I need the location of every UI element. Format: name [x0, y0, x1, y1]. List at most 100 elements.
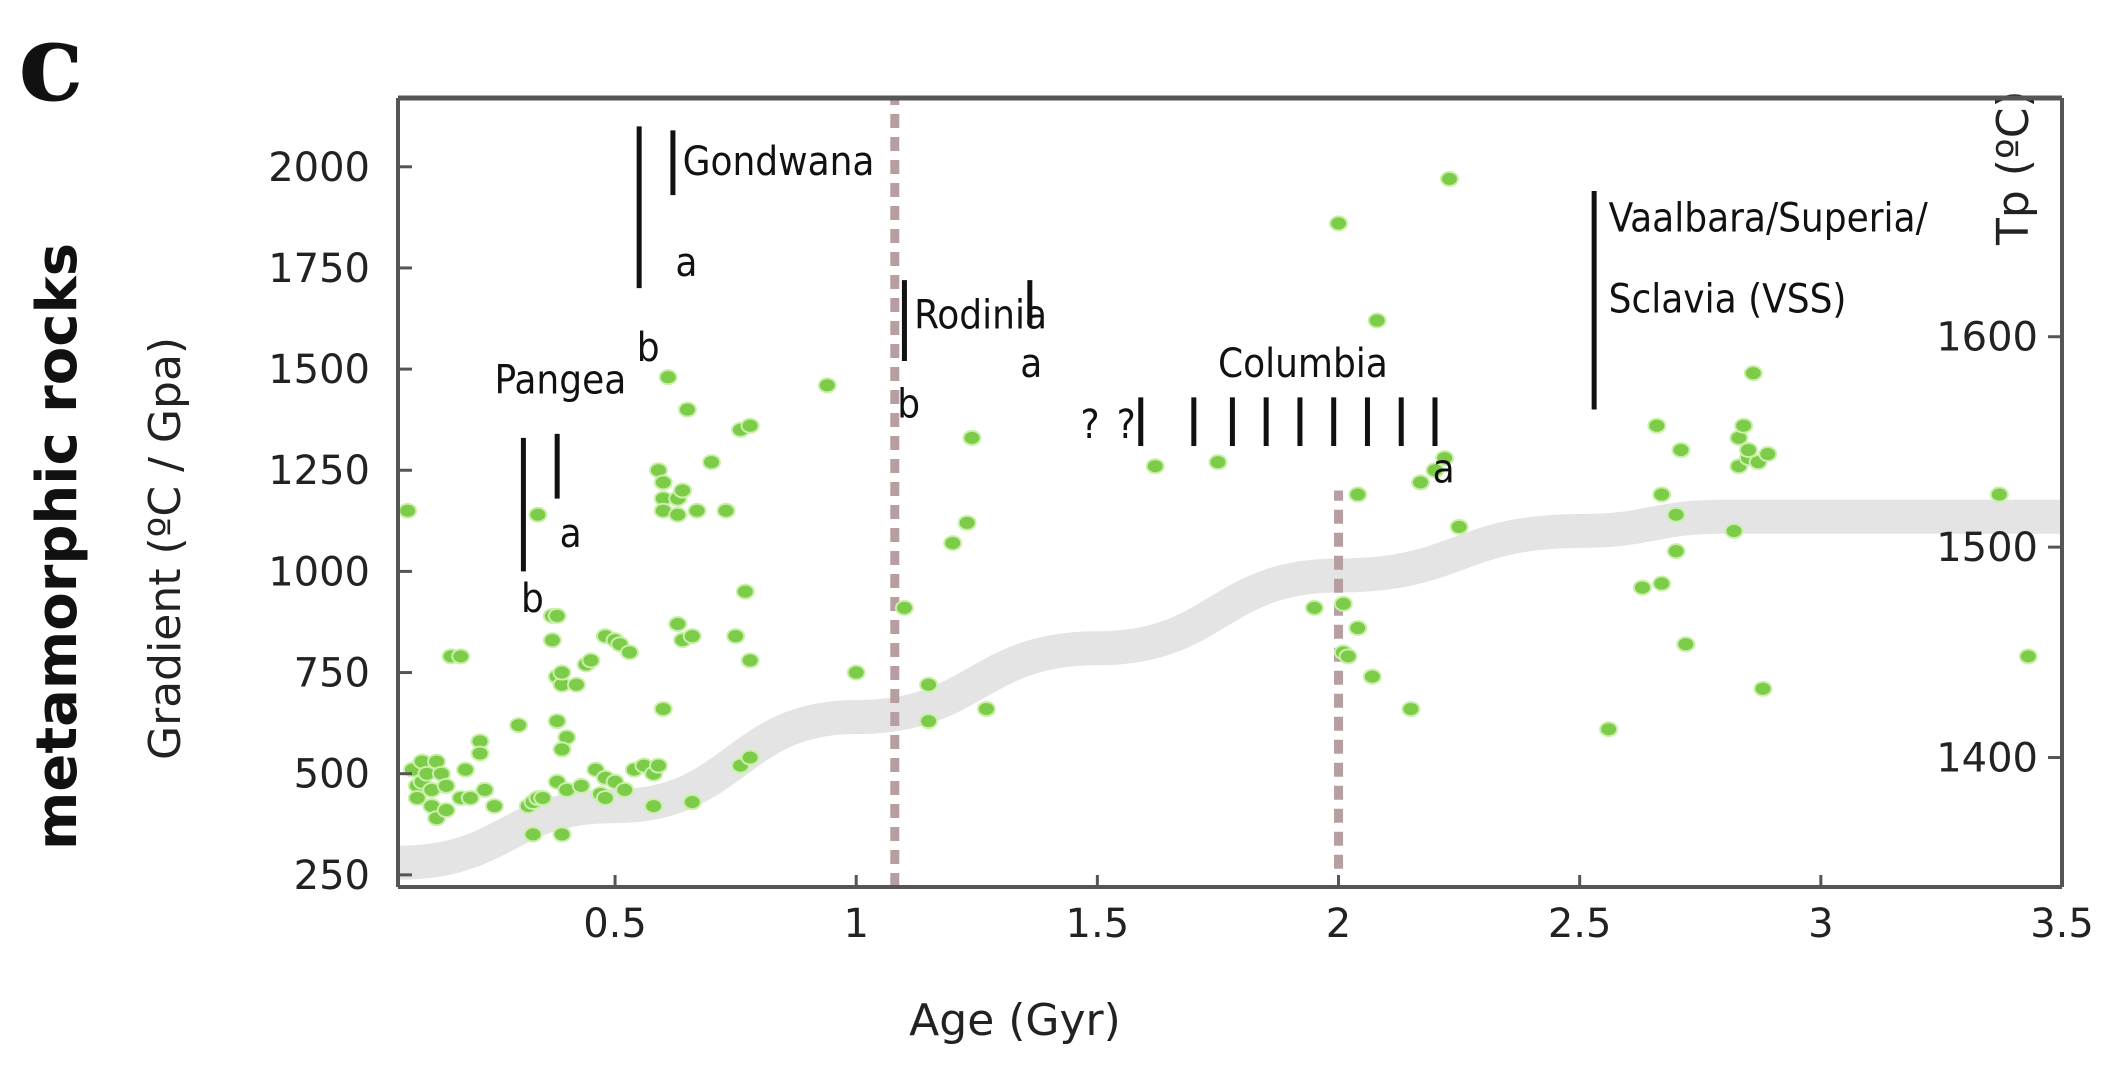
data-point — [1449, 518, 1469, 535]
data-point — [644, 798, 664, 815]
annotation-label: Vaalbara/Superia/ — [1609, 196, 1929, 242]
data-point — [653, 700, 673, 717]
dashed-lines-layer — [890, 98, 1344, 887]
data-point — [528, 506, 548, 523]
data-point — [1599, 721, 1619, 738]
data-point — [547, 607, 567, 624]
y-tick-label: 2000 — [268, 145, 370, 191]
annotation-label: Pangea — [494, 357, 626, 403]
data-point — [436, 777, 456, 794]
data-point — [1145, 458, 1165, 475]
data-point — [962, 429, 982, 446]
data-point — [1652, 575, 1672, 592]
data-point — [1362, 668, 1382, 685]
data-point — [547, 713, 567, 730]
x-tick-label: 1.5 — [1066, 901, 1130, 947]
data-point — [1676, 636, 1696, 653]
x-tick-label: 3 — [1808, 901, 1833, 947]
data-point — [1758, 446, 1778, 463]
data-point — [581, 652, 601, 669]
data-point — [716, 502, 736, 519]
data-point — [957, 514, 977, 531]
data-point — [668, 616, 688, 632]
data-point — [1304, 599, 1324, 616]
data-point — [1208, 454, 1228, 471]
data-point — [677, 401, 697, 418]
annotation-label: a — [560, 511, 582, 557]
data-point — [1666, 506, 1686, 523]
data-point — [1348, 486, 1368, 503]
x-tick-label: 0.5 — [583, 901, 647, 947]
annotation-label: Columbia — [1218, 341, 1388, 387]
data-point — [976, 700, 996, 717]
x-tick-label: 2 — [1326, 901, 1351, 947]
y2-tick-label: 1400 — [1936, 736, 2038, 782]
data-point — [1734, 417, 1754, 434]
supercontinent-bars-layer — [520, 126, 1597, 572]
data-point — [1401, 700, 1421, 717]
annotation-label: Gondwana — [683, 139, 875, 185]
annotation-label: Sclavia (VSS) — [1609, 276, 1847, 322]
data-point — [1329, 215, 1349, 232]
y-tick-label: 750 — [294, 651, 370, 697]
data-point — [846, 664, 866, 681]
data-point — [436, 802, 456, 819]
data-point — [740, 652, 760, 669]
data-point — [552, 741, 572, 758]
data-point — [682, 628, 702, 645]
data-point — [1989, 486, 2009, 503]
data-point — [1652, 486, 1672, 503]
data-point — [1671, 442, 1691, 459]
y-tick-label: 1750 — [268, 246, 370, 292]
data-point — [653, 474, 673, 491]
y-tick-label: 250 — [294, 853, 370, 899]
data-point — [943, 535, 963, 552]
y2-tick-label: 1600 — [1936, 315, 2038, 361]
data-point — [687, 502, 707, 519]
data-point — [1666, 543, 1686, 560]
annotation-label: b — [897, 382, 920, 428]
data-point — [894, 599, 914, 616]
data-point — [1348, 620, 1368, 637]
data-point — [2018, 648, 2038, 665]
data-point — [552, 664, 572, 681]
data-point — [460, 789, 480, 806]
data-points-layer — [398, 170, 2038, 843]
data-point — [456, 761, 476, 778]
data-point — [571, 777, 591, 794]
data-point — [595, 789, 615, 806]
data-point — [1367, 312, 1387, 329]
annotation-label: ? — [1080, 402, 1099, 448]
data-point — [1724, 522, 1744, 539]
x-tick-label: 2.5 — [1548, 901, 1612, 947]
y-axis-title: Gradient (ºC / Gpa) — [140, 337, 191, 760]
data-point — [740, 417, 760, 434]
data-point — [398, 502, 418, 519]
data-point — [726, 628, 746, 645]
data-point — [740, 749, 760, 766]
annotation-label: Rodinia — [914, 293, 1047, 339]
data-point — [1435, 450, 1455, 467]
y2-axis-title: Tp (ºC) — [1988, 90, 2039, 246]
data-point — [702, 454, 722, 471]
data-point — [1439, 170, 1459, 187]
axes-layer: 0.5 1 1.5 2 2.5 3 3.5 250 500 750 1000 1250 1500 1750… — [268, 95, 2094, 947]
y-tick-label: 1250 — [268, 448, 370, 494]
x-axis-title: Age (Gyr) — [909, 995, 1121, 1046]
data-point — [533, 789, 553, 806]
y-tick-label: 1500 — [268, 347, 370, 393]
annotation-label: a — [675, 240, 697, 286]
x-tick-label: 1 — [843, 901, 868, 947]
y-tick-label: 500 — [294, 752, 370, 798]
data-point — [1753, 680, 1773, 697]
annotation-label: b — [637, 325, 660, 371]
data-point — [1632, 579, 1652, 596]
data-point — [620, 644, 640, 661]
data-point — [615, 781, 635, 798]
data-point — [475, 781, 495, 798]
panel-label: c — [18, 0, 84, 126]
data-point — [658, 369, 678, 386]
data-point — [484, 798, 504, 815]
data-point — [1743, 365, 1763, 382]
